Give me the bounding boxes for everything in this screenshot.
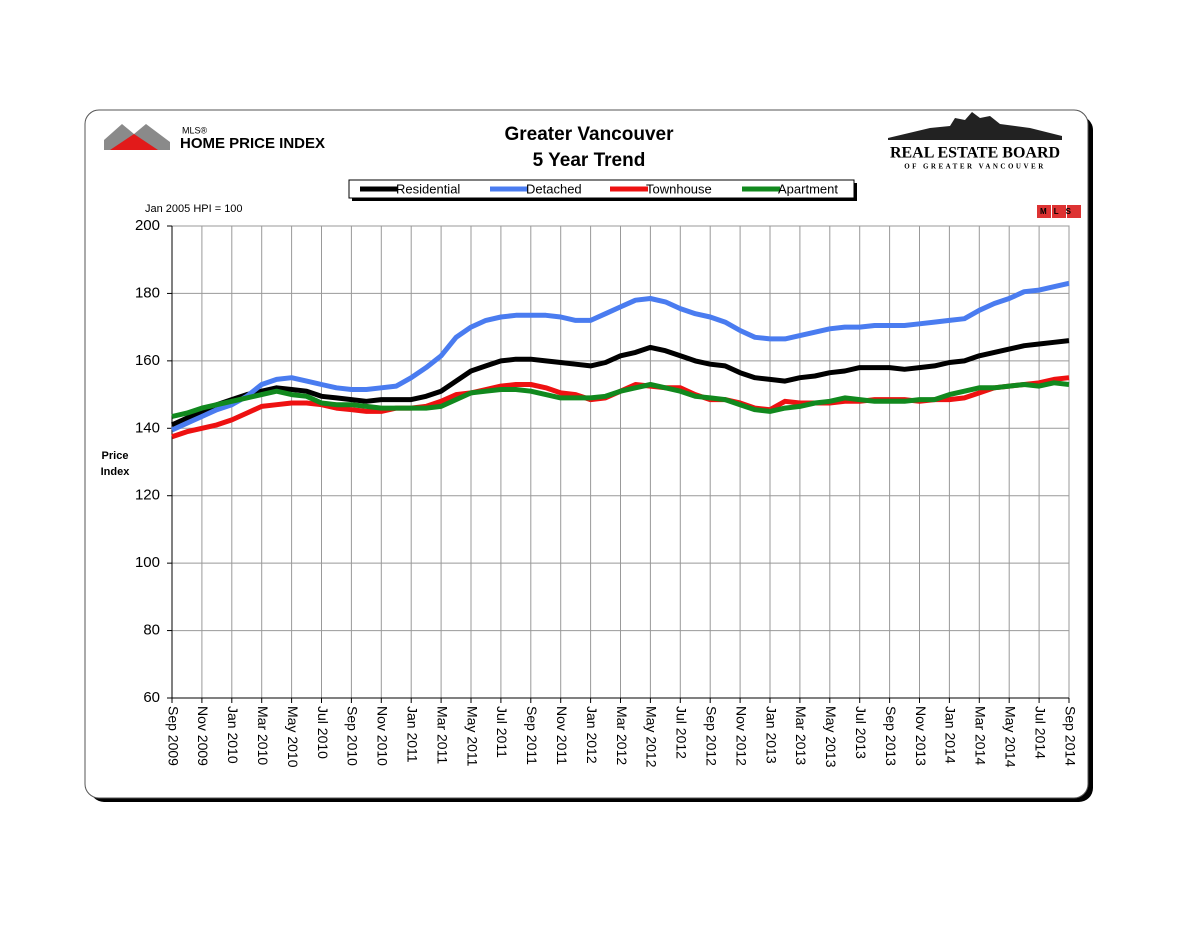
logo-subtext: OF GREATER VANCOUVER xyxy=(904,163,1046,171)
legend-label: Residential xyxy=(396,181,460,196)
series-line xyxy=(170,338,1070,428)
x-tick-label: Jan 2012 xyxy=(584,706,600,764)
x-tick-label: Nov 2013 xyxy=(913,706,929,766)
chart-title: Greater Vancouver xyxy=(505,124,675,145)
logo-text: HOME PRICE INDEX xyxy=(180,135,325,152)
x-tick-label: Mar 2010 xyxy=(255,706,271,765)
x-tick-label: Nov 2009 xyxy=(195,706,211,766)
x-tick-label: Jul 2011 xyxy=(494,706,510,758)
x-tick-label: Nov 2011 xyxy=(554,706,570,765)
x-tick-label: Nov 2012 xyxy=(733,706,749,766)
y-tick-label: 80 xyxy=(143,622,160,639)
legend-label: Townhouse xyxy=(646,181,712,196)
chart-subtitle: 5 Year Trend xyxy=(533,150,646,171)
x-tick-label: Jan 2011 xyxy=(404,706,420,763)
y-tick-label: 120 xyxy=(135,487,160,504)
y-tick-label: 160 xyxy=(135,352,160,369)
x-tick-label: May 2013 xyxy=(823,706,839,768)
x-tick-label: May 2010 xyxy=(285,706,301,768)
x-tick-label: Sep 2012 xyxy=(703,706,719,766)
x-tick-label: Mar 2014 xyxy=(973,706,989,765)
logo-small: MLS® xyxy=(182,125,208,135)
x-tick-label: Jul 2010 xyxy=(315,706,331,759)
x-tick-label: Sep 2013 xyxy=(883,706,899,766)
note: Jan 2005 HPI = 100 xyxy=(145,203,243,215)
x-tick-label: Nov 2010 xyxy=(375,706,391,766)
badge-text: MLS xyxy=(1040,207,1078,216)
y-tick-label: 60 xyxy=(143,689,160,706)
series-line xyxy=(170,280,1070,433)
y-tick-label: 180 xyxy=(135,284,160,301)
x-tick-label: Mar 2013 xyxy=(793,706,809,765)
x-tick-label: Jul 2013 xyxy=(853,706,869,759)
y-tick-label: 200 xyxy=(135,217,160,234)
hpi-logo: MLS® HOME PRICE INDEX xyxy=(104,124,325,152)
legend-label: Apartment xyxy=(778,181,838,196)
x-tick-label: May 2011 xyxy=(464,706,480,767)
legend xyxy=(348,179,855,199)
x-tick-label: Sep 2010 xyxy=(345,706,361,766)
board-logo: REAL ESTATE BOARD OF GREATER VANCOUVER xyxy=(888,112,1062,171)
y-tick-label: 140 xyxy=(135,419,160,436)
x-tick-label: Mar 2012 xyxy=(614,706,630,765)
x-tick-label: Jul 2014 xyxy=(1032,706,1048,759)
legend-label: Detached xyxy=(526,181,582,196)
logo-text: REAL ESTATE BOARD xyxy=(890,145,1060,162)
x-tick-label: Mar 2011 xyxy=(434,706,450,764)
x-tick-label: Sep 2011 xyxy=(524,706,540,765)
y-axis-label: Price Index xyxy=(100,450,130,478)
x-tick-label: Jan 2014 xyxy=(943,706,959,764)
x-tick-label: Jan 2013 xyxy=(763,706,779,764)
x-tick-label: Jan 2010 xyxy=(225,706,241,764)
x-tick-label: Jul 2012 xyxy=(674,706,690,759)
x-tick-label: May 2014 xyxy=(1002,706,1018,768)
y-tick-label: 100 xyxy=(135,554,160,571)
x-tick-label: Sep 2014 xyxy=(1062,706,1078,766)
mls-badge: MLS xyxy=(1037,205,1081,218)
x-tick-label: May 2012 xyxy=(644,706,660,768)
x-tick-label: Sep 2009 xyxy=(165,706,181,766)
series-line xyxy=(171,380,1070,419)
